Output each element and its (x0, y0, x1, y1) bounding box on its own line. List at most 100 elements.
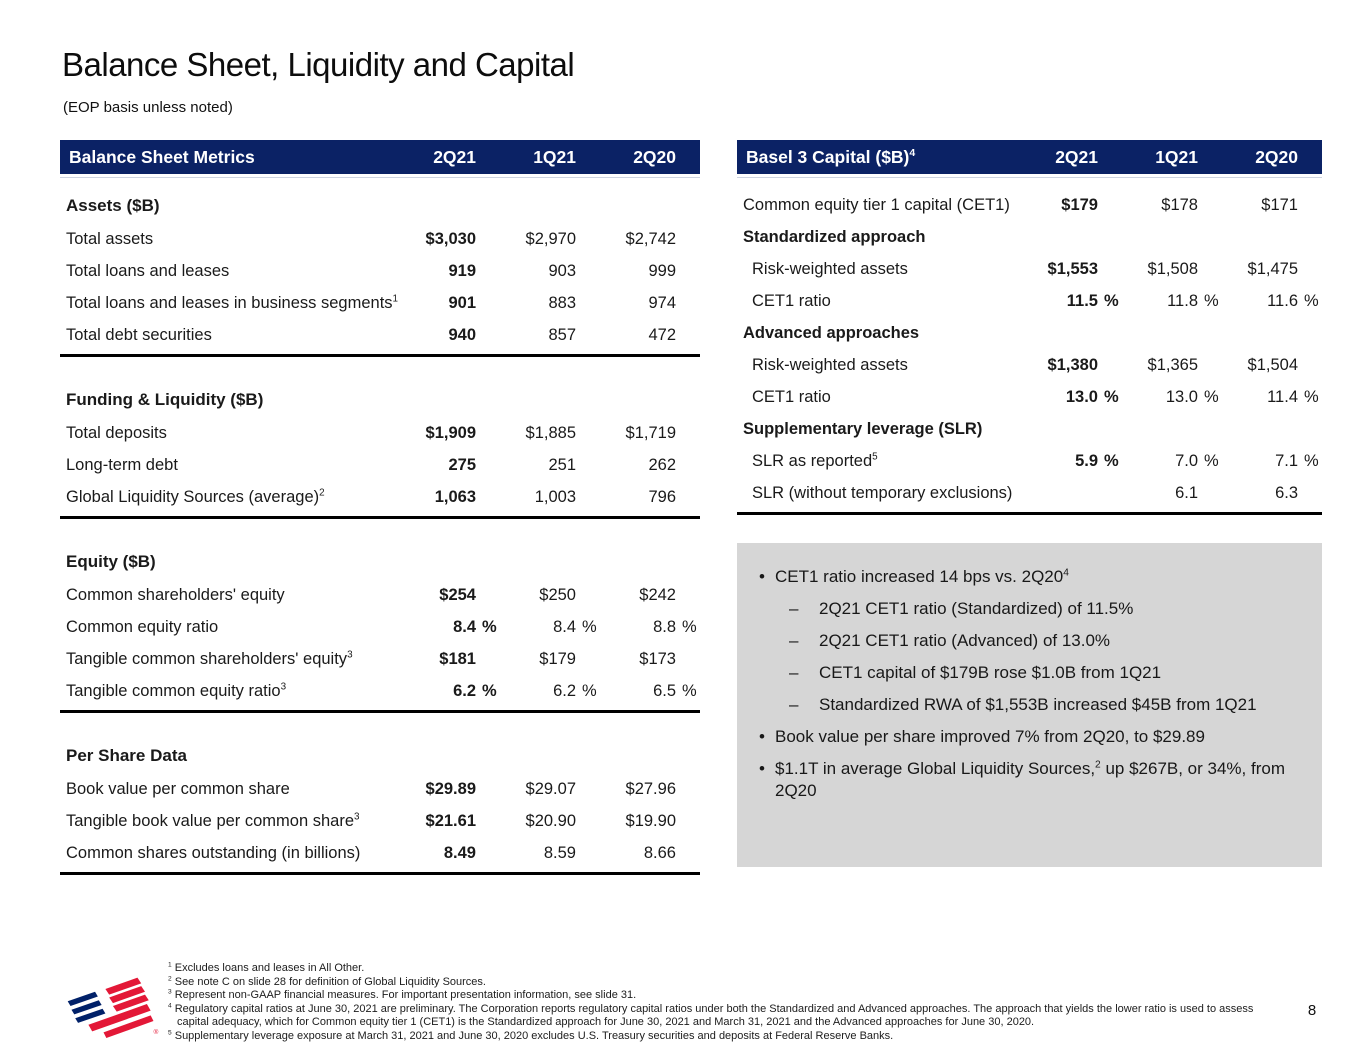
value-cell: 8.8% (600, 618, 700, 637)
value-cell: 11.6% (1222, 292, 1322, 311)
cell-value: 1,063 (434, 487, 476, 506)
row-label: Common shareholders' equity (66, 585, 285, 604)
cell-value: 8.49 (443, 843, 476, 862)
value-cell: $242 (600, 586, 700, 605)
bullet-text: $1.1T in average Global Liquidity Source… (775, 759, 1285, 800)
superscript: 3 (347, 649, 353, 660)
table-row: Common shares outstanding (in billions) 8… (60, 837, 700, 869)
cell-unit (476, 230, 500, 249)
value-cell: $1,909 (400, 424, 500, 443)
superscript: 3 (280, 681, 287, 692)
bullet-item: • CET1 ratio increased 14 bps vs. 2Q204 (749, 566, 1306, 588)
cell-unit (676, 294, 700, 313)
value-cell: 8.66 (600, 844, 700, 863)
cell-value: $19.90 (625, 811, 676, 830)
section-subheader: Standardized approach (737, 221, 1322, 253)
cell-unit: % (582, 617, 597, 636)
row-label: Total deposits (66, 423, 167, 442)
cell-value: 5.9 (1075, 451, 1098, 470)
value-cell: $1,475 (1222, 260, 1322, 279)
cell-unit (676, 488, 700, 507)
value-cell: $27.96 (600, 780, 700, 799)
cell-value: 8.4 (553, 617, 576, 636)
cell-unit (576, 780, 600, 799)
cell-unit (676, 812, 700, 831)
value-cell: 6.2% (500, 682, 600, 701)
column-header-1q21: 1Q21 (1155, 146, 1198, 167)
value-cell: 796 (600, 488, 700, 507)
cell-unit: % (1204, 387, 1219, 406)
cell-value: 883 (548, 293, 576, 312)
cell-value: 974 (648, 293, 676, 312)
value-cell: 6.1 (1122, 484, 1222, 503)
value-cell: 6.5% (600, 682, 700, 701)
cell-value: $1,909 (425, 423, 476, 442)
bullet-text: CET1 ratio increased 14 bps vs. 2Q204 (775, 567, 1069, 586)
value-cell: 11.4% (1222, 388, 1322, 407)
cell-value: $242 (639, 585, 676, 604)
footnote-number: 2 (168, 974, 172, 982)
column-header-2q21: 2Q21 (433, 146, 476, 167)
value-cell: $29.07 (500, 780, 600, 799)
cell-value: 6.2 (553, 681, 576, 700)
cell-unit (676, 844, 700, 863)
cell-value: 13.0 (1065, 387, 1098, 406)
value-cell: 8.59 (500, 844, 600, 863)
table-section: Per Share Data Book value per common shar… (60, 739, 700, 875)
column-header-1q21: 1Q21 (533, 146, 576, 167)
cell-unit (1298, 260, 1322, 279)
cell-unit: % (682, 681, 697, 700)
row-label: Book value per common share (66, 779, 290, 798)
cell-value: $1,553 (1047, 259, 1098, 278)
value-cell: 8.4% (500, 618, 600, 637)
table-row: Tangible book value per common share3 $21… (60, 805, 700, 837)
value-cell: 11.8% (1122, 292, 1222, 311)
cell-unit (576, 230, 600, 249)
row-label: Risk-weighted assets (752, 355, 908, 374)
cell-unit: % (482, 617, 497, 636)
value-cell: 1,003 (500, 488, 600, 507)
balance-sheet-metrics-header: Balance Sheet Metrics 2Q21 1Q21 2Q20 (60, 140, 700, 174)
table-row: CET1 ratio 13.0% 13.0% 11.4% (737, 381, 1322, 413)
table-row: Total loans and leases in business segme… (60, 287, 700, 319)
value-cell: 857 (500, 326, 600, 345)
section-title: Per Share Data (66, 746, 187, 765)
cell-unit (576, 456, 600, 475)
cell-unit (676, 456, 700, 475)
cell-value: $1,719 (625, 423, 676, 442)
section-title: Assets ($B) (66, 196, 160, 215)
table-row: Long-term debt 275 251 262 (60, 449, 700, 481)
cell-value: $1,380 (1047, 355, 1098, 374)
cell-unit (1198, 484, 1222, 503)
column-header-2q20: 2Q20 (633, 146, 676, 167)
cell-unit: % (1304, 291, 1319, 310)
page-title: Balance Sheet, Liquidity and Capital (62, 46, 575, 83)
cell-unit (476, 262, 500, 281)
value-cell: 901 (400, 294, 500, 313)
cell-value: 919 (448, 261, 476, 280)
cell-unit: % (1104, 387, 1119, 406)
value-cell: 7.0% (1122, 452, 1222, 471)
cell-unit: % (1104, 291, 1119, 310)
table-title: Balance Sheet Metrics (69, 146, 255, 167)
section-title: Equity ($B) (66, 552, 156, 571)
cell-value: $1,885 (525, 423, 576, 442)
row-label: Long-term debt (66, 455, 178, 474)
superscript: 3 (354, 811, 360, 822)
value-cell: 883 (500, 294, 600, 313)
value-cell: 8.49 (400, 844, 500, 863)
cell-unit (676, 780, 700, 799)
cell-unit (576, 586, 600, 605)
value-cell: $1,885 (500, 424, 600, 443)
cell-unit (1298, 484, 1322, 503)
superscript: 1 (392, 293, 399, 304)
cell-value: 903 (548, 261, 576, 280)
cell-unit (1098, 260, 1122, 279)
row-label: Total loans and leases in business segme… (66, 293, 399, 312)
value-cell: 251 (500, 456, 600, 475)
value-cell: $2,970 (500, 230, 600, 249)
basel3-capital-header: Basel 3 Capital ($B)4 2Q21 1Q21 2Q20 (737, 140, 1322, 174)
row-label: Tangible common equity ratio3 (66, 681, 287, 700)
cell-value: 472 (648, 325, 676, 344)
cell-value: $29.89 (425, 779, 476, 798)
